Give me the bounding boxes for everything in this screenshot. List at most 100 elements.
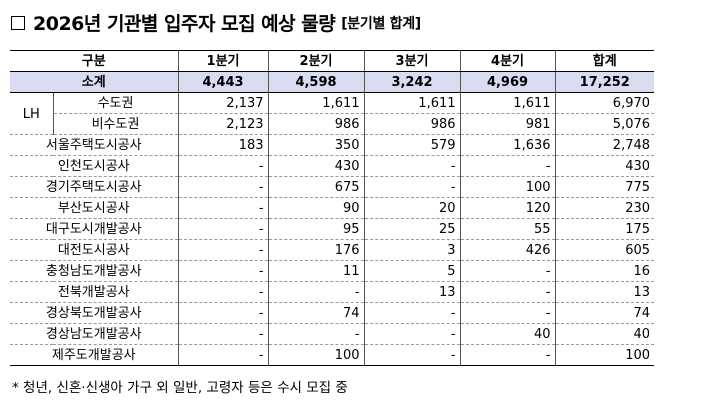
- table-row: 부산도시공사 -90 20 120 230: [10, 197, 655, 219]
- cell-q2: 675: [267, 176, 365, 198]
- cell-q3: 5: [363, 260, 461, 282]
- header-q2: 2분기: [267, 50, 365, 72]
- cell-total: 13: [554, 281, 655, 303]
- row-label: 부산도시공사: [10, 197, 179, 219]
- cell-q1: -: [177, 323, 269, 345]
- title-sub: [분기별 합계]: [341, 15, 421, 32]
- subtotal-q4: 4,969: [459, 71, 556, 93]
- cell-q1: -: [177, 197, 269, 219]
- subtotal-label: 소계: [10, 71, 179, 93]
- cell-q3: -: [363, 323, 461, 345]
- cell-q3: 13: [363, 281, 461, 303]
- cell-total: 16: [554, 260, 655, 282]
- subtotal-q1: 4,443: [177, 71, 269, 93]
- cell-total: 40: [554, 323, 655, 345]
- row-label: 충청남도개발공사: [10, 260, 179, 282]
- cell-q1: -: [177, 281, 269, 303]
- cell-q2: 95: [267, 218, 365, 240]
- cell-q3: 1,611: [363, 92, 461, 114]
- table-row: 대구도시개발공사 -95 25 55 175: [10, 218, 655, 240]
- row-label: 비수도권: [52, 113, 179, 135]
- cell-q3: 986: [363, 113, 461, 135]
- row-label: 수도권: [52, 92, 179, 114]
- cell-q3: 25: [363, 218, 461, 240]
- cell-total: 430: [554, 155, 655, 177]
- subtotal-row: 소계 4,443 4,598 3,242 4,969 17,252: [10, 71, 655, 93]
- cell-total: 5,076: [554, 113, 655, 135]
- cell-q1: -: [177, 239, 269, 261]
- row-label: 경상남도개발공사: [10, 323, 179, 345]
- row-label: 대전도시공사: [10, 239, 179, 261]
- table-row: 경기주택도시공사 -675-100 775: [10, 176, 655, 198]
- subtotal-q3: 3,242: [363, 71, 461, 93]
- cell-total: 175: [554, 218, 655, 240]
- cell-q1: -: [177, 302, 269, 324]
- supply-table: 구분 1분기 2분기 3분기 4분기 합계 소계 4,443 4,598 3,2…: [10, 50, 655, 366]
- cell-q2: 100: [267, 344, 365, 366]
- table-row: 충청남도개발공사 -11 5-16: [10, 260, 655, 282]
- cell-total: 100: [554, 344, 655, 366]
- cell-q2: -: [267, 323, 365, 345]
- cell-total: 605: [554, 239, 655, 261]
- subtotal-q2: 4,598: [267, 71, 365, 93]
- cell-q4: 1,636: [459, 134, 556, 156]
- cell-q2: 1,611: [267, 92, 365, 114]
- cell-q4: -: [459, 260, 556, 282]
- cell-q2: 11: [267, 260, 365, 282]
- cell-q4: 981: [459, 113, 556, 135]
- cell-q4: 426: [459, 239, 556, 261]
- table-row: 서울주택도시공사 183 350 579 1,636 2,748: [10, 134, 655, 156]
- cell-total: 74: [554, 302, 655, 324]
- cell-q3: -: [363, 176, 461, 198]
- cell-q2: -: [267, 281, 365, 303]
- cell-total: 230: [554, 197, 655, 219]
- table-row: 비수도권 2,123 986 986 981 5,076: [10, 113, 655, 135]
- cell-q2: 430: [267, 155, 365, 177]
- cell-total: 2,748: [554, 134, 655, 156]
- cell-q1: 183: [177, 134, 269, 156]
- table-row: 인천도시공사 -430- -430: [10, 155, 655, 177]
- cell-q3: -: [363, 155, 461, 177]
- cell-q3: 3: [363, 239, 461, 261]
- page-title: 2026년 기관별 입주자 모집 예상 물량 [분기별 합계]: [8, 9, 421, 36]
- cell-q4: -: [459, 281, 556, 303]
- row-label: 인천도시공사: [10, 155, 179, 177]
- cell-q4: 55: [459, 218, 556, 240]
- row-label: 서울주택도시공사: [10, 134, 179, 156]
- cell-q4: -: [459, 344, 556, 366]
- row-label: 경기주택도시공사: [10, 176, 179, 198]
- row-label: 대구도시개발공사: [10, 218, 179, 240]
- cell-q3: -: [363, 302, 461, 324]
- header-q4: 4분기: [459, 50, 556, 72]
- table-row: 경상북도개발공사 -74- -74: [10, 302, 655, 324]
- cell-q4: 40: [459, 323, 556, 345]
- cell-total: 775: [554, 176, 655, 198]
- cell-q4: 1,611: [459, 92, 556, 114]
- cell-q2: 986: [267, 113, 365, 135]
- table-row: LH 수도권 2,137 1,611 1,611 1,611 6,970: [10, 92, 655, 135]
- header-q1: 1분기: [177, 50, 269, 72]
- table-row: 전북개발공사 - -13-13: [10, 281, 655, 303]
- cell-q2: 176: [267, 239, 365, 261]
- cell-q1: -: [177, 176, 269, 198]
- cell-q1: 2,123: [177, 113, 269, 135]
- table-row: 대전도시공사 -176 3 426 605: [10, 239, 655, 261]
- cell-q1: -: [177, 344, 269, 366]
- cell-q1: -: [177, 155, 269, 177]
- header-category: 구분: [10, 50, 179, 72]
- header-total: 합계: [554, 50, 655, 72]
- title-main: 2026년 기관별 입주자 모집 예상 물량: [33, 13, 336, 35]
- cell-q4: 100: [459, 176, 556, 198]
- table-row: 제주도개발공사 -100- -100: [10, 344, 655, 366]
- cell-q4: 120: [459, 197, 556, 219]
- table-row: 경상남도개발공사 - - -40 40: [10, 323, 655, 345]
- cell-q2: 90: [267, 197, 365, 219]
- cell-q2: 74: [267, 302, 365, 324]
- row-label: 전북개발공사: [10, 281, 179, 303]
- cell-q3: -: [363, 344, 461, 366]
- cell-q3: 579: [363, 134, 461, 156]
- header-q3: 3분기: [363, 50, 461, 72]
- cell-q1: -: [177, 218, 269, 240]
- row-label: 제주도개발공사: [10, 344, 179, 366]
- cell-q3: 20: [363, 197, 461, 219]
